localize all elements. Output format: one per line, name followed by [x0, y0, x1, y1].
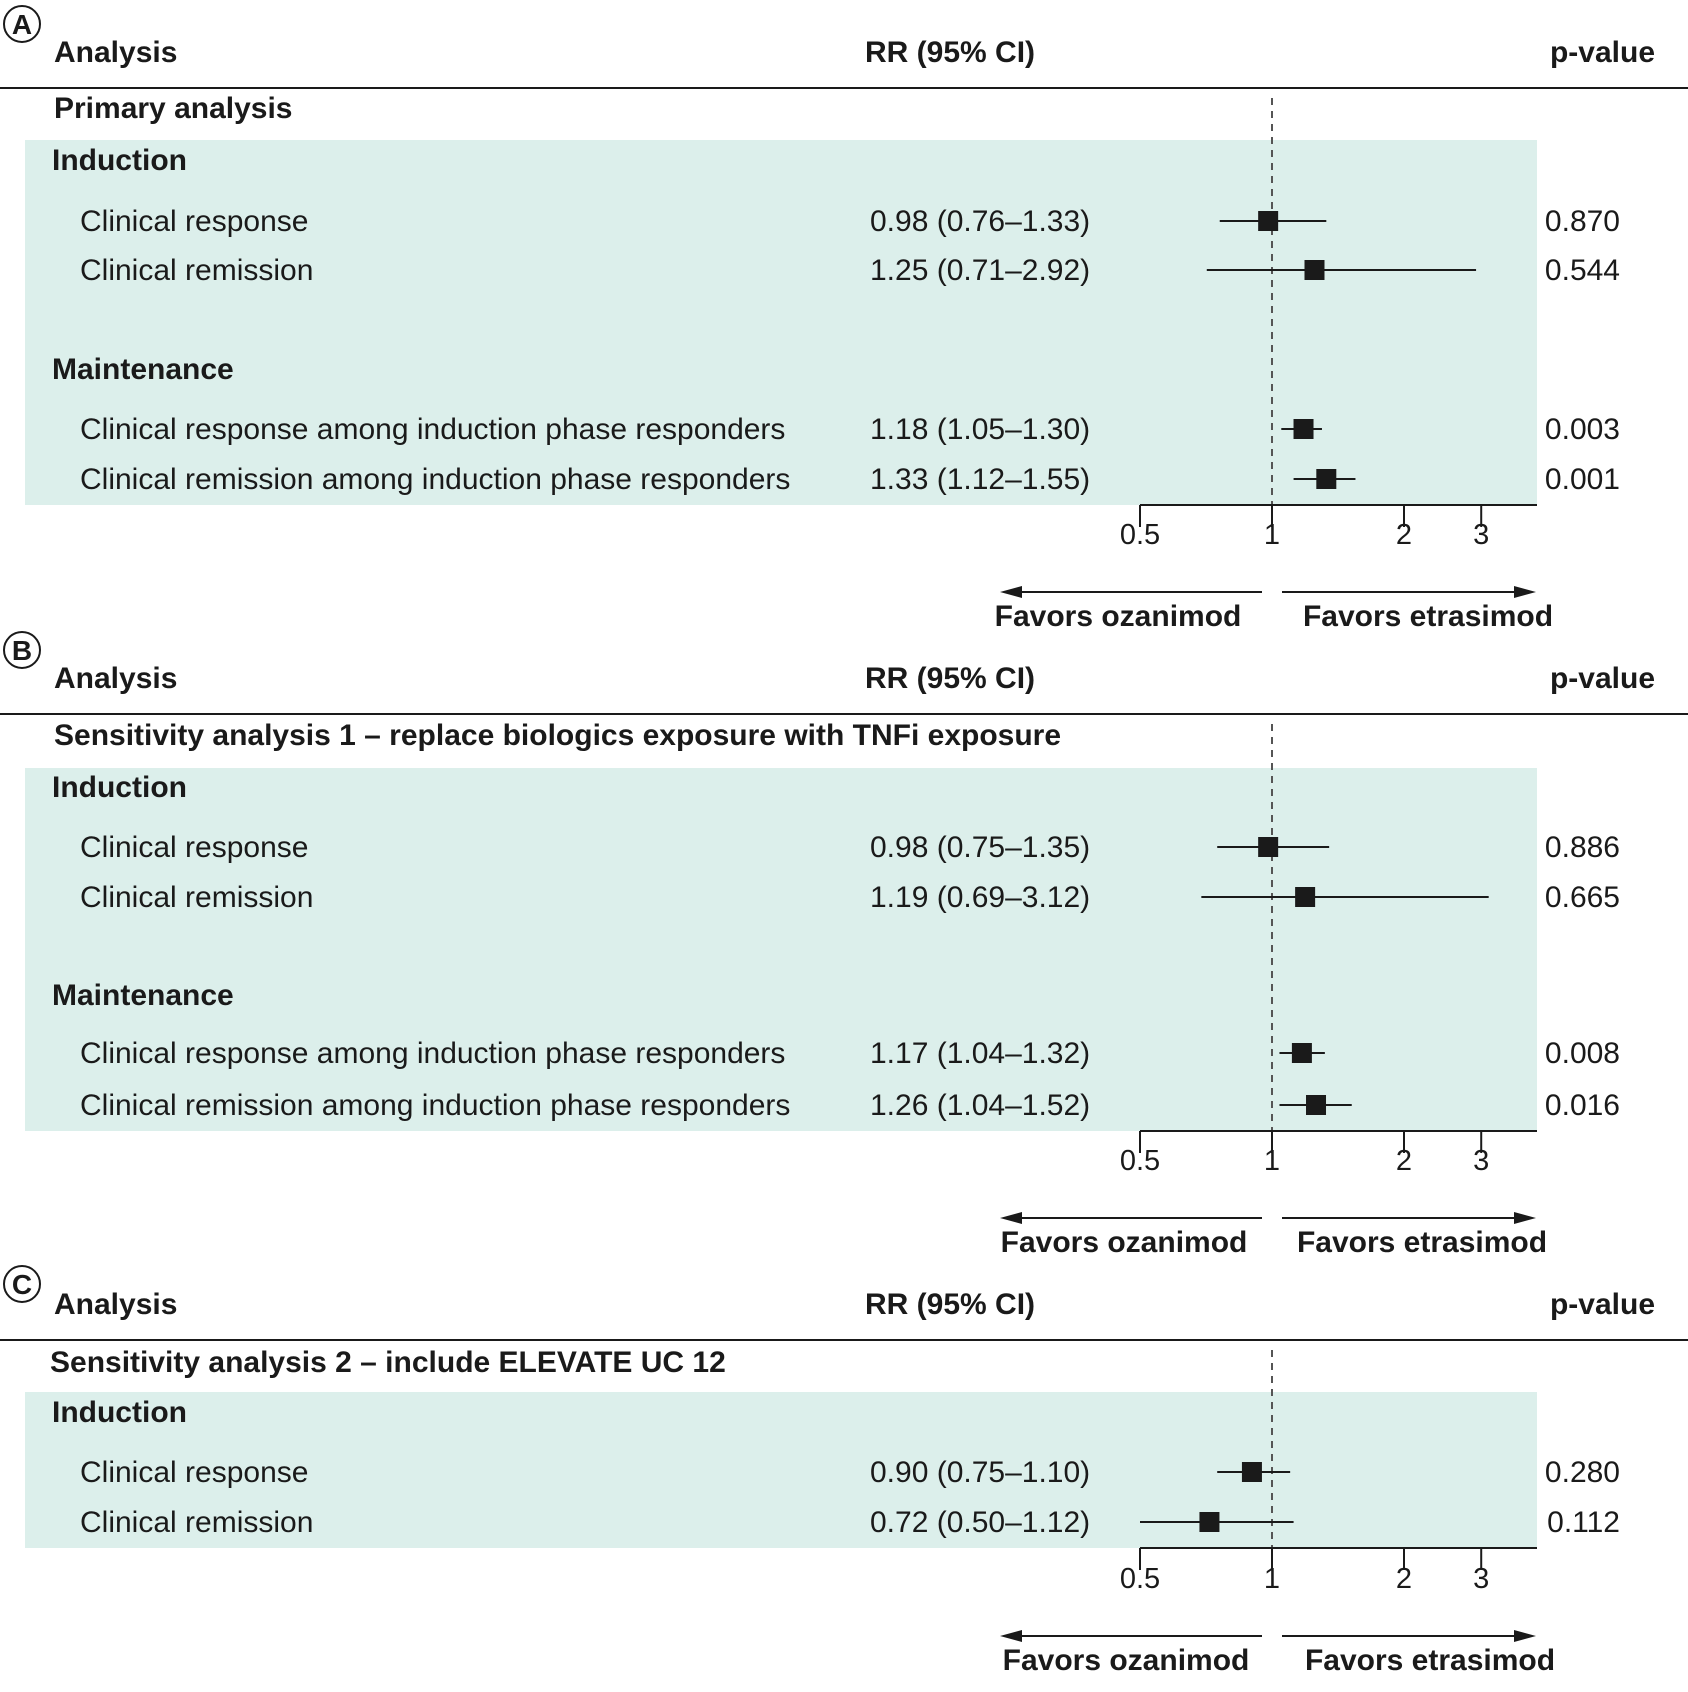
direction-left-label: Favors ozanimod	[995, 600, 1242, 633]
panel-band	[25, 140, 1537, 505]
column-header-pvalue: p-value	[1550, 1288, 1655, 1321]
row-label: Clinical response among induction phase …	[80, 1037, 785, 1070]
x-tick-label: 0.5	[1120, 519, 1160, 551]
x-tick-label: 0.5	[1120, 1563, 1160, 1595]
direction-right-label: Favors etrasimod	[1305, 1644, 1555, 1677]
panel-letter: C	[12, 1269, 32, 1300]
x-tick-label: 2	[1396, 1563, 1412, 1595]
arrow-right-head	[1514, 1630, 1536, 1642]
row-estimate-text: 1.25 (0.71–2.92)	[870, 254, 1090, 287]
point-estimate-marker	[1199, 1512, 1220, 1532]
arrow-left-head	[1000, 586, 1022, 598]
row-label: Clinical remission	[80, 881, 313, 914]
direction-right-label: Favors etrasimod	[1303, 600, 1553, 633]
row-label: Clinical response	[80, 1456, 308, 1489]
row-pvalue: 0.016	[1545, 1089, 1620, 1122]
point-estimate-marker	[1258, 837, 1279, 857]
row-estimate-text: 1.26 (1.04–1.52)	[870, 1089, 1090, 1122]
row-pvalue: 0.870	[1545, 205, 1620, 238]
row-label: Clinical remission among induction phase…	[80, 463, 790, 496]
x-tick-label: 1	[1264, 519, 1280, 551]
panel-letter-circle	[3, 1265, 41, 1303]
point-estimate-marker	[1306, 1095, 1327, 1115]
panel-band	[25, 768, 1537, 1131]
row-estimate-text: 0.98 (0.75–1.35)	[870, 831, 1090, 864]
row-label: Clinical remission	[80, 254, 313, 287]
point-estimate-marker	[1304, 260, 1325, 280]
row-pvalue: 0.112	[1547, 1506, 1620, 1539]
direction-left-label: Favors ozanimod	[1001, 1226, 1248, 1259]
row-label: Clinical remission among induction phase…	[80, 1089, 790, 1122]
row-pvalue: 0.544	[1545, 254, 1620, 287]
column-header-estimate: RR (95% CI)	[865, 662, 1035, 695]
column-header-analysis: Analysis	[54, 662, 177, 695]
row-pvalue: 0.280	[1545, 1456, 1620, 1489]
row-pvalue: 0.665	[1545, 881, 1620, 914]
column-header-analysis: Analysis	[54, 36, 177, 69]
column-header-estimate: RR (95% CI)	[865, 1288, 1035, 1321]
row-pvalue: 0.886	[1545, 831, 1620, 864]
group-title: Maintenance	[52, 979, 234, 1012]
direction-right-label: Favors etrasimod	[1297, 1226, 1547, 1259]
point-estimate-marker	[1258, 211, 1279, 231]
point-estimate-marker	[1295, 887, 1316, 907]
row-label: Clinical response among induction phase …	[80, 413, 785, 446]
group-title: Induction	[52, 144, 187, 177]
x-tick-label: 0.5	[1120, 1145, 1160, 1177]
x-tick-label: 3	[1473, 519, 1489, 551]
direction-left-label: Favors ozanimod	[1003, 1644, 1250, 1677]
group-title: Induction	[52, 1396, 187, 1429]
point-estimate-marker	[1291, 1043, 1312, 1063]
row-estimate-text: 1.17 (1.04–1.32)	[870, 1037, 1090, 1070]
section-title: Primary analysis	[54, 92, 293, 125]
row-estimate-text: 1.18 (1.05–1.30)	[870, 413, 1090, 446]
x-tick-label: 1	[1264, 1145, 1280, 1177]
arrow-left-head	[1000, 1212, 1022, 1224]
panel-letter-circle	[3, 5, 41, 43]
point-estimate-marker	[1316, 469, 1337, 489]
x-tick-label: 2	[1396, 1145, 1412, 1177]
panel-letter: B	[12, 635, 32, 666]
section-title: Sensitivity analysis 1 – replace biologi…	[54, 719, 1061, 752]
point-estimate-marker	[1293, 419, 1314, 439]
row-label: Clinical remission	[80, 1506, 313, 1539]
row-estimate-text: 0.98 (0.76–1.33)	[870, 205, 1090, 238]
column-header-analysis: Analysis	[54, 1288, 177, 1321]
point-estimate-marker	[1241, 1462, 1262, 1482]
group-title: Maintenance	[52, 353, 234, 386]
x-tick-label: 2	[1396, 519, 1412, 551]
group-title: Induction	[52, 771, 187, 804]
row-estimate-text: 1.19 (0.69–3.12)	[870, 881, 1090, 914]
section-title: Sensitivity analysis 2 – include ELEVATE…	[50, 1346, 726, 1379]
row-estimate-text: 0.90 (0.75–1.10)	[870, 1456, 1090, 1489]
row-pvalue: 0.008	[1545, 1037, 1620, 1070]
row-label: Clinical response	[80, 831, 308, 864]
row-pvalue: 0.003	[1545, 413, 1620, 446]
x-tick-label: 3	[1473, 1145, 1489, 1177]
column-header-estimate: RR (95% CI)	[865, 36, 1035, 69]
row-label: Clinical response	[80, 205, 308, 238]
column-header-pvalue: p-value	[1550, 36, 1655, 69]
x-tick-label: 3	[1473, 1563, 1489, 1595]
arrow-right-head	[1514, 1212, 1536, 1224]
panel-letter-circle	[3, 631, 41, 669]
column-header-pvalue: p-value	[1550, 662, 1655, 695]
row-estimate-text: 1.33 (1.12–1.55)	[870, 463, 1090, 496]
arrow-right-head	[1514, 586, 1536, 598]
x-tick-label: 1	[1264, 1563, 1280, 1595]
arrow-left-head	[1000, 1630, 1022, 1642]
panel-letter: A	[12, 9, 32, 40]
row-pvalue: 0.001	[1545, 463, 1620, 496]
row-estimate-text: 0.72 (0.50–1.12)	[870, 1506, 1090, 1539]
